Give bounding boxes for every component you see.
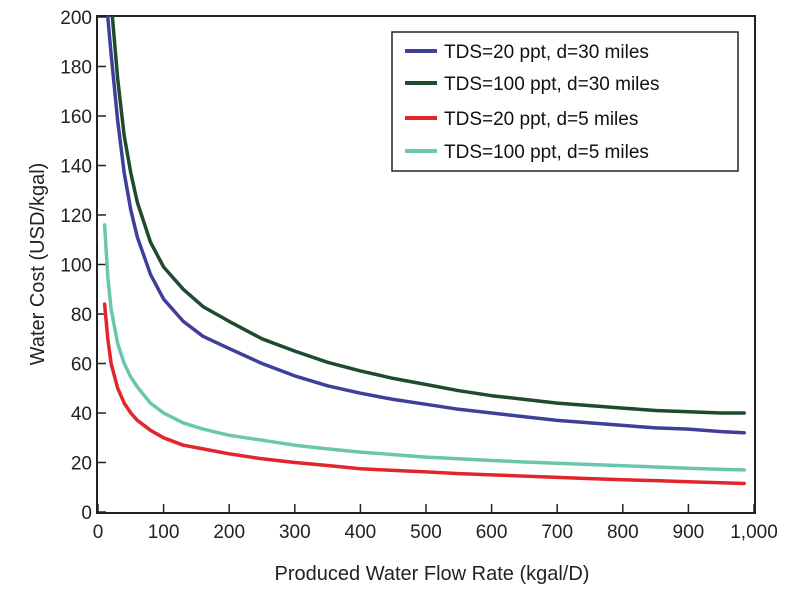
y-tick-label: 160 — [60, 107, 92, 128]
y-tick-label: 140 — [60, 157, 92, 178]
x-tick-label: 200 — [213, 522, 245, 543]
y-tick-label: 180 — [60, 58, 92, 79]
y-axis: 0 20 40 60 80 100 120 140 160 180 200 — [60, 8, 106, 524]
x-axis: 0 100 200 300 400 500 600 700 800 900 1,000 — [93, 504, 778, 543]
y-tick-label: 200 — [60, 8, 92, 29]
series-line-1 — [106, 15, 746, 435]
x-tick-label: 600 — [476, 522, 508, 543]
y-tick-label: 20 — [71, 454, 92, 475]
y-tick-label: 60 — [71, 355, 92, 376]
series-line-2 — [110, 15, 746, 415]
x-tick-label: 900 — [673, 522, 705, 543]
y-axis-title: Water Cost (USD/kgal) — [27, 163, 49, 366]
y-tick-label: 100 — [60, 256, 92, 277]
legend-label-3: TDS=20 ppt, d=5 miles — [444, 109, 638, 130]
y-tick-label: 120 — [60, 206, 92, 227]
legend: TDS=20 ppt, d=30 miles TDS=100 ppt, d=30… — [391, 31, 739, 172]
x-tick-label: 300 — [279, 522, 311, 543]
x-tick-label: 700 — [541, 522, 573, 543]
x-tick-label: 800 — [607, 522, 639, 543]
x-tick-label: 0 — [93, 522, 104, 543]
x-tick-label: 100 — [148, 522, 180, 543]
x-axis-title: Produced Water Flow Rate (kgal/D) — [275, 563, 590, 585]
series-line-4 — [102, 223, 746, 472]
x-tick-label: 1,000 — [730, 522, 778, 543]
series-line-3 — [102, 302, 746, 486]
y-tick-label: 40 — [71, 404, 92, 425]
legend-label-2: TDS=100 ppt, d=30 miles — [444, 74, 659, 95]
series-lines — [102, 15, 746, 486]
legend-box — [391, 31, 739, 172]
x-tick-label: 500 — [410, 522, 442, 543]
y-tick-label: 80 — [71, 305, 92, 326]
legend-label-4: TDS=100 ppt, d=5 miles — [444, 142, 649, 163]
legend-label-1: TDS=20 ppt, d=30 miles — [444, 42, 649, 63]
y-tick-label: 0 — [81, 503, 92, 524]
x-tick-label: 400 — [345, 522, 377, 543]
